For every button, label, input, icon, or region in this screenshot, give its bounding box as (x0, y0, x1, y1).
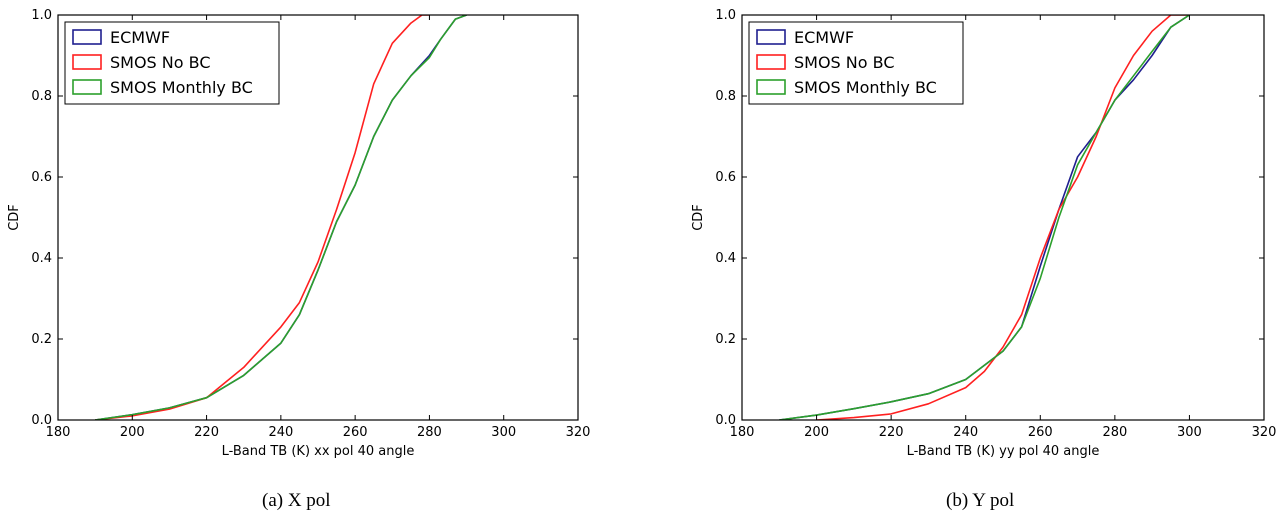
legend-swatch (756, 29, 786, 45)
plot-frame (741, 14, 1265, 421)
series-group (94, 15, 467, 420)
y-tick-label: 1.0 (31, 8, 52, 23)
x-tick-label: 200 (804, 425, 829, 440)
x-tick-label: 180 (730, 425, 755, 440)
chart-1: 180 200 220 240 260 280 300 320 0.0 0.2 0.4 0.6 0.8 1… (7, 8, 590, 459)
legend-label: SMOS Monthly BC (794, 78, 937, 97)
series-group (779, 15, 1190, 420)
x-tick-label: 220 (194, 425, 219, 440)
series-line-smos-monthly-bc (94, 15, 467, 420)
legend-label: SMOS No BC (110, 53, 211, 72)
y-tick-label: 0.4 (31, 251, 52, 266)
legend-label: ECMWF (794, 28, 854, 47)
legend-swatch (72, 54, 102, 70)
y-tick-label: 0.2 (31, 332, 52, 347)
x-tick-label: 320 (566, 425, 591, 440)
x-axis-label: L-Band TB (K) xx pol 40 angle (222, 444, 415, 459)
x-tick-label: 320 (1252, 425, 1277, 440)
legend-label: SMOS No BC (794, 53, 895, 72)
legend-swatch (72, 29, 102, 45)
caption-left: (a) X pol (262, 490, 331, 511)
y-tick-label: 0.0 (31, 413, 52, 428)
x-tick-label: 180 (46, 425, 71, 440)
x-tick-label: 240 (953, 425, 978, 440)
x-tick-label: 200 (120, 425, 145, 440)
x-tick-label: 240 (268, 425, 293, 440)
y-tick-label: 0.2 (715, 332, 736, 347)
plot-frame (57, 14, 579, 421)
y-tick-label: 0.6 (31, 170, 52, 185)
y-tick-label: 0.0 (715, 413, 736, 428)
y-axis-label: CDF (691, 204, 706, 231)
x-tick-label: 220 (879, 425, 904, 440)
series-line-smos-monthly-bc (779, 15, 1190, 420)
legend-swatch (756, 79, 786, 95)
x-tick-label: 280 (417, 425, 442, 440)
x-tick-label: 260 (343, 425, 368, 440)
caption-right: (b) Y pol (946, 490, 1015, 511)
chart-2: 180 200 220 240 260 280 300 320 0.0 0.2 0.4 0.6 0.8 1… (691, 8, 1276, 459)
legend-label: SMOS Monthly BC (110, 78, 253, 97)
y-tick-label: 1.0 (715, 8, 736, 23)
legend-swatch (756, 54, 786, 70)
y-tick-label: 0.6 (715, 170, 736, 185)
series-line-smos-no-bc (816, 15, 1190, 420)
x-tick-label: 300 (491, 425, 516, 440)
x-tick-label: 260 (1028, 425, 1053, 440)
y-tick-label: 0.8 (31, 89, 52, 104)
legend: ECMWF SMOS No BC SMOS Monthly BC (64, 21, 280, 105)
y-axis-label: CDF (7, 204, 22, 231)
legend: ECMWF SMOS No BC SMOS Monthly BC (748, 21, 964, 105)
y-tick-label: 0.4 (715, 251, 736, 266)
y-tick-label: 0.8 (715, 89, 736, 104)
x-tick-label: 280 (1102, 425, 1127, 440)
x-tick-label: 300 (1177, 425, 1202, 440)
legend-label: ECMWF (110, 28, 170, 47)
legend-swatch (72, 79, 102, 95)
x-axis-label: L-Band TB (K) yy pol 40 angle (907, 444, 1100, 459)
